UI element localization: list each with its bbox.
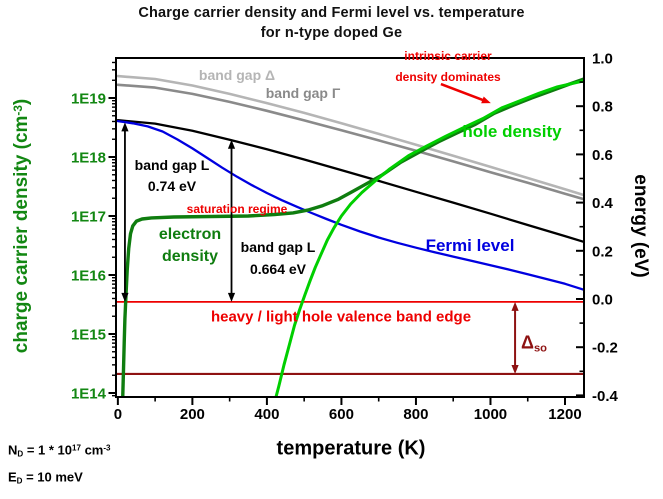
y-left-tick-label: 1E14	[71, 386, 107, 403]
chart-title-line2: for n-type doped Ge	[260, 25, 403, 41]
arrowhead	[227, 139, 236, 149]
y-right-tick-label: 0.6	[592, 147, 613, 164]
y-right-tick-label: 1.0	[592, 51, 613, 68]
band-gap-300k-arrow	[227, 139, 236, 302]
series-band-gap-delta	[116, 74, 584, 197]
y-right-tick-label: -0.2	[592, 340, 618, 357]
y-left-tick-label: 1E18	[71, 150, 106, 167]
y-right-tick-label: -0.4	[592, 388, 619, 405]
chart-title-line1: Charge carrier density and Fermi level v…	[138, 5, 525, 21]
arrowhead	[481, 96, 491, 104]
x-tick-label: 200	[180, 406, 205, 423]
x-tick-label: 600	[329, 406, 354, 423]
x-tick-label: 1000	[474, 406, 507, 423]
intrinsic-arrow	[440, 82, 491, 104]
arrowhead	[121, 292, 129, 302]
x-tick-label: 1200	[548, 406, 581, 423]
y-left-tick-label: 1E17	[71, 209, 106, 226]
arrowhead	[511, 364, 519, 374]
delta-so-arrow	[511, 301, 519, 374]
x-tick-label: 800	[403, 406, 428, 423]
y-left-tick-label: 1E15	[71, 327, 106, 344]
chart-title: Charge carrier density and Fermi level v…	[0, 3, 663, 43]
series-fermi-level	[116, 119, 584, 291]
series-hole-density	[274, 79, 584, 397]
x-tick-label: 400	[254, 406, 279, 423]
y-left-tick-label: 1E19	[71, 91, 106, 108]
y-right-tick-label: 0.4	[592, 195, 614, 212]
y-right-tick-label: 0.2	[592, 243, 613, 260]
curves-group	[116, 74, 584, 397]
band-gap-0k-arrow	[121, 122, 129, 302]
y-left-tick-label: 1E16	[71, 268, 106, 285]
x-tick-label: 0	[114, 406, 122, 423]
arrowhead	[121, 122, 129, 132]
arrowhead	[511, 301, 519, 311]
y-right-tick-label: 0.8	[592, 99, 613, 116]
y-right-tick-label: 0.0	[592, 292, 613, 309]
arrowhead	[227, 292, 236, 302]
axes-ticks: 0 200 400 600 800 1000 1200 1E19 1E18 1E17 1E16 1E1…	[71, 51, 619, 424]
series-band-gap-l	[116, 119, 584, 244]
series-band-gap-gamma	[116, 83, 584, 201]
